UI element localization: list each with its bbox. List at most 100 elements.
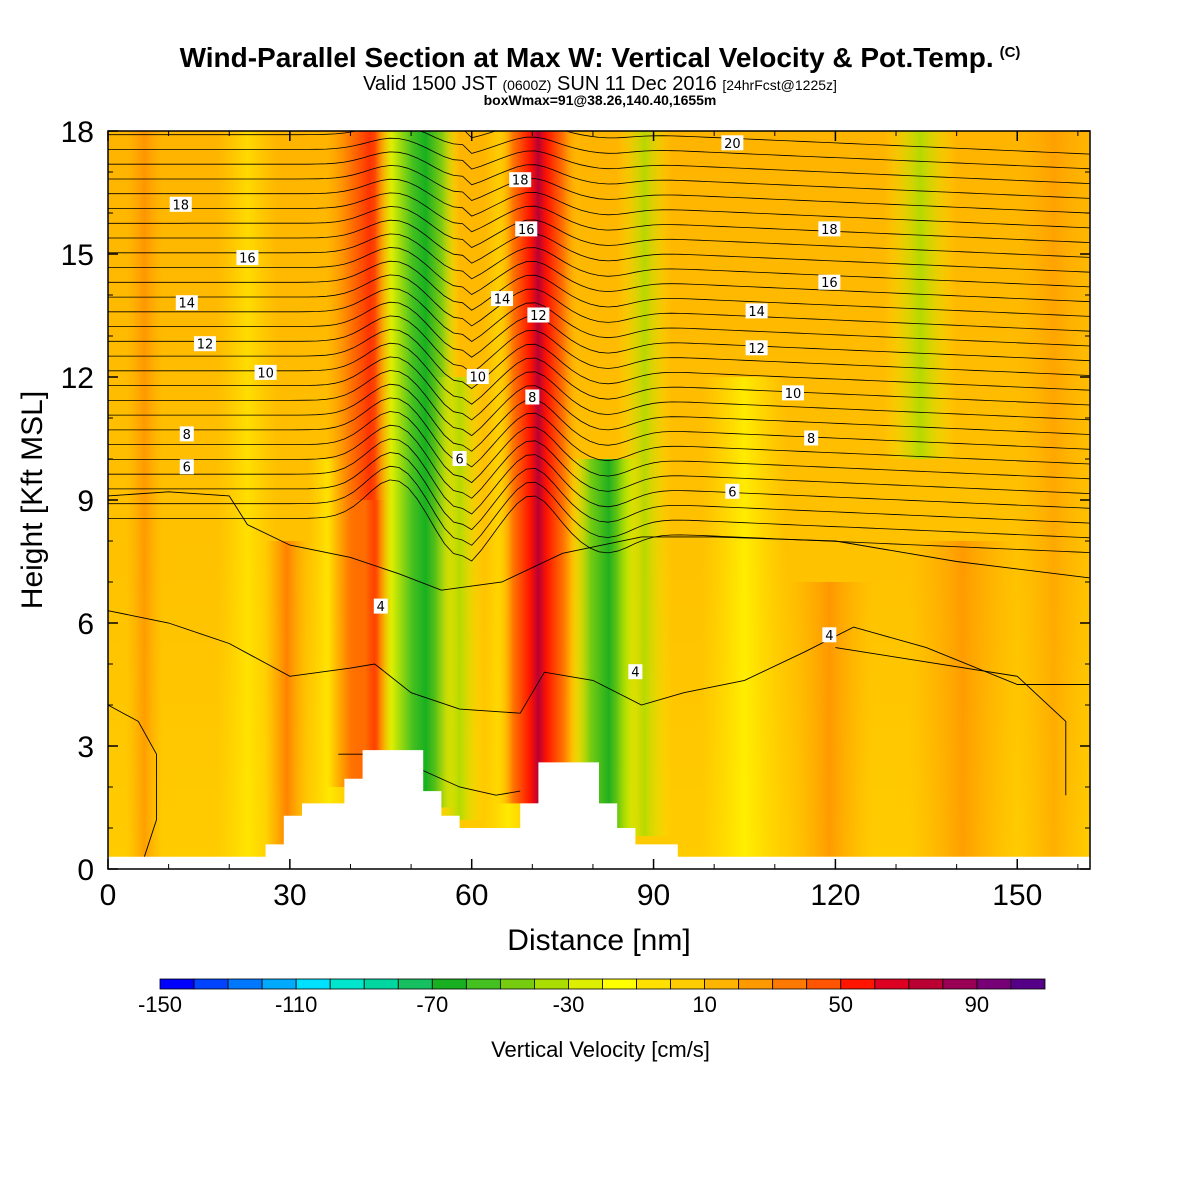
theta-contour [108, 465, 1090, 546]
contour-label-text: 18 [821, 223, 838, 238]
theta-contour [108, 247, 1090, 303]
contour-label-box [236, 250, 259, 266]
contour-label-box [515, 221, 538, 237]
theta-contour [108, 192, 1090, 243]
contour-label-text: 16 [518, 223, 535, 238]
contour-label-box [781, 385, 804, 401]
contour-label: 8 [525, 389, 540, 406]
contour-label-box [818, 274, 841, 290]
colorbar-tick-label: -110 [275, 992, 317, 1017]
colorbar-swatch [431, 978, 467, 990]
theta-contour [108, 452, 1090, 531]
theta-contour [108, 219, 1090, 273]
field-band [617, 131, 672, 837]
y-tick-label: 3 [77, 731, 94, 764]
contour-label-text: 14 [494, 293, 511, 308]
field-band [435, 377, 484, 820]
colorbar-swatch [397, 978, 433, 990]
contour-label-text: 8 [528, 391, 536, 406]
colorbar-tick-label: 90 [965, 992, 989, 1017]
theta-contour [108, 178, 1090, 229]
contour-label-box [373, 598, 388, 614]
colorbar-swatch [363, 978, 399, 990]
contour-label-box [725, 483, 740, 499]
contour-label: 6 [452, 451, 467, 468]
vertical-velocity-field [108, 131, 1090, 869]
contour-label-text: 18 [172, 198, 189, 213]
contour-label-text: 10 [785, 387, 802, 402]
colorbar-swatch [874, 978, 910, 990]
colorbar-swatch [227, 978, 263, 990]
contour-label-box [745, 340, 768, 356]
theta-contour [108, 131, 1090, 170]
contour-label-box [452, 451, 467, 466]
contour-label-text: 8 [807, 432, 815, 447]
y-tick-label: 9 [77, 485, 94, 518]
contour-label-text: 8 [183, 428, 191, 443]
x-tick-label: 120 [810, 879, 860, 912]
contour-label-text: 4 [825, 629, 833, 644]
contour-label-text: 12 [530, 309, 547, 324]
theta-contour [108, 411, 1090, 484]
theta-contour [108, 370, 1090, 437]
contour-label: 6 [725, 483, 740, 500]
contour-label-text: 10 [469, 371, 486, 386]
colorbar-swatch [499, 978, 535, 990]
colorbar-swatch [942, 978, 978, 990]
theta-contour [108, 288, 1090, 347]
contour-label: 4 [822, 627, 837, 644]
x-tick-label: 0 [100, 879, 117, 912]
contour-label: 6 [179, 459, 194, 476]
colorbar-swatch [1010, 978, 1046, 990]
colorbar-tick-label: -70 [416, 992, 448, 1017]
colorbar-swatch [976, 978, 1012, 990]
contour-label-text: 6 [455, 453, 463, 468]
theta-contour [108, 397, 1090, 468]
colorbar-swatch [670, 978, 706, 990]
field-band [1017, 131, 1090, 857]
contour-label: 12 [193, 336, 216, 353]
colorbar-swatch [534, 978, 569, 990]
contour-label-box [491, 291, 514, 307]
contour-label-text: 4 [377, 600, 385, 615]
x-tick-label: 150 [992, 879, 1042, 912]
x-tick-label: 60 [455, 879, 488, 912]
contour-label: 12 [745, 340, 768, 357]
contour-label: 14 [745, 303, 768, 320]
y-tick-label: 15 [61, 239, 94, 272]
theta-contour [108, 329, 1090, 391]
colorbar-swatch [602, 978, 637, 990]
contour-label-text: 12 [748, 342, 765, 357]
contour-label-box [818, 221, 841, 237]
theta-contour [108, 704, 157, 857]
contour-label: 10 [781, 385, 804, 402]
colorbar-tick-label: 10 [692, 992, 716, 1017]
contour-label-text: 14 [748, 305, 765, 320]
theta-contour [108, 165, 1090, 214]
contour-label-box [804, 430, 819, 446]
contour-label: 8 [179, 426, 194, 443]
field-band [126, 131, 163, 869]
contour-label-box [721, 135, 744, 151]
contour-label-text: 16 [239, 252, 256, 267]
axes: 0 3 6 9 12 15 18 0 30 60 90 120 150 Distance [nm] Heig… [16, 116, 1090, 957]
contour-label-box [179, 459, 194, 475]
contour-label-text: 4 [631, 666, 639, 681]
contour-label-box [509, 172, 532, 188]
theta-contour [108, 356, 1090, 421]
colorbar-swatch [738, 978, 774, 990]
theta-contour [108, 610, 1090, 714]
colorbar-swatch [772, 978, 808, 990]
contour-label: 4 [373, 598, 388, 615]
theta-contour [108, 260, 1090, 317]
theta-contour [108, 206, 1090, 258]
contour-label: 12 [527, 307, 550, 324]
theta-contours [108, 131, 1090, 857]
y-axis-label: Height [Kft MSL] [16, 391, 49, 609]
contour-label-box [628, 664, 643, 680]
field-band [702, 377, 787, 857]
y-tick-label: 6 [77, 608, 94, 641]
theta-contour [108, 301, 1090, 362]
theta-contour [835, 647, 1067, 796]
chart-subtitle-box: boxWmax=91@38.26,140.40,1655m [483, 92, 717, 108]
